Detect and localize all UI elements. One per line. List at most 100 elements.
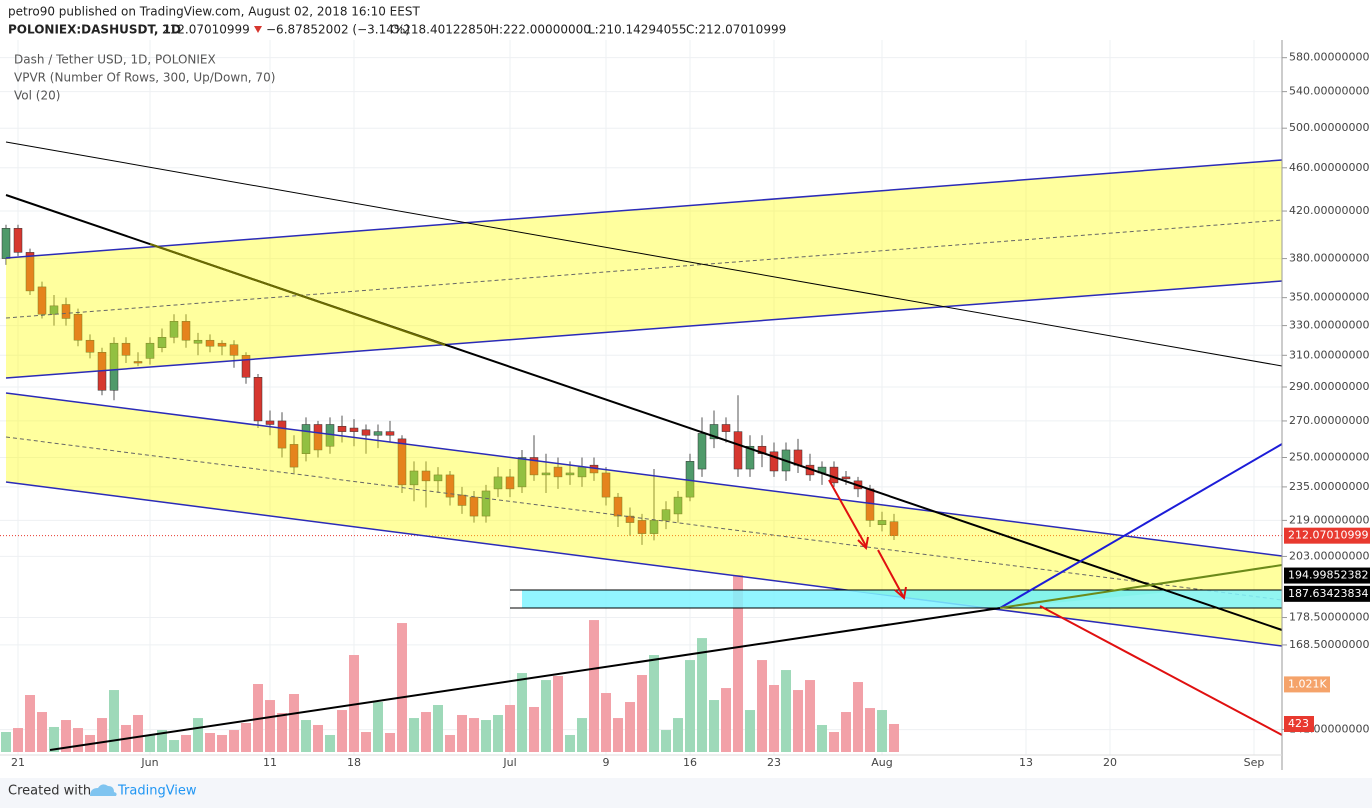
channel-mid [5, 219, 1283, 319]
candle-body [733, 431, 743, 470]
volume-bar [337, 710, 347, 752]
volume-bar [133, 714, 143, 752]
volume-bar [373, 702, 383, 752]
y-tick-label: 310.00000000 [1289, 348, 1369, 361]
open: O:218.40122850 [390, 23, 491, 37]
volume-bar [817, 724, 827, 752]
candle-body [409, 470, 419, 486]
volume-bar [709, 700, 719, 752]
volume-bar [541, 680, 551, 752]
trend-line [999, 564, 1283, 609]
x-tick-label: 13 [1019, 756, 1033, 769]
change: −6.87852002 (−3.14%) [266, 23, 410, 37]
volume-bar [61, 720, 71, 752]
candle-body [289, 444, 299, 468]
volume-bar [145, 734, 155, 752]
candle-body [745, 445, 755, 470]
y-tick-label: 235.00000000 [1289, 480, 1369, 493]
candle-body [517, 457, 527, 488]
price-label: 212.07010999 [1288, 529, 1368, 542]
x-tick-label: 9 [603, 756, 610, 769]
candle-body [85, 339, 95, 353]
candle-body [241, 355, 251, 378]
volume-bar [745, 710, 755, 752]
volume-bar [613, 718, 623, 752]
footer-brand[interactable]: TradingView [117, 784, 197, 799]
y-tick-label: 420.00000000 [1289, 204, 1369, 217]
candle-body [505, 476, 515, 490]
candle-body [601, 472, 611, 498]
candle-body [433, 474, 443, 482]
volume-bar [637, 675, 647, 752]
volume-bar [721, 688, 731, 752]
volume-bar [445, 734, 455, 752]
high: H:222.00000000 [490, 23, 591, 37]
candle-body [1, 228, 11, 259]
volume-bar [181, 734, 191, 752]
volume-bar [877, 710, 887, 752]
volume-bar [97, 718, 107, 752]
footer-text: Created with [8, 784, 91, 799]
candle-body [205, 339, 215, 347]
candle-body [841, 476, 851, 480]
volume-bar [589, 620, 599, 752]
volume-bar [421, 712, 431, 752]
x-tick-label: 21 [11, 756, 25, 769]
volume-bar [157, 730, 167, 752]
footer [0, 778, 1372, 808]
candle-body [709, 424, 719, 440]
candle-body [565, 472, 575, 476]
legend-item: Vol (20) [14, 89, 60, 103]
price-label-bg [1284, 585, 1370, 602]
candle-body [397, 438, 407, 486]
price-label: 194.99852382 [1288, 569, 1368, 582]
volume-bar [865, 708, 875, 752]
volume-bar [781, 670, 791, 752]
y-tick-label: 203.00000000 [1289, 549, 1369, 562]
candle-body [529, 457, 539, 476]
x-tick-label: Sep [1244, 756, 1265, 769]
y-tick-label: 290.00000000 [1289, 380, 1369, 393]
x-tick-label: Aug [871, 756, 892, 769]
volume-label-bg [1284, 676, 1330, 693]
down-arrow [254, 26, 262, 33]
volume-bar [457, 714, 467, 752]
volume-bar [193, 718, 203, 752]
volume-bar [241, 723, 251, 752]
volume-bar [529, 706, 539, 752]
candle-body [613, 496, 623, 517]
volume-bar [49, 726, 59, 752]
volume-bar [517, 673, 527, 752]
x-tick-label: 20 [1103, 756, 1117, 769]
y-tick-label: 540.00000000 [1289, 85, 1369, 98]
candle-body [553, 466, 563, 478]
candle-body [673, 496, 683, 515]
channel-line [5, 159, 1283, 259]
volume-bar [217, 734, 227, 752]
channel-line [5, 481, 1283, 647]
volume-bar [649, 655, 659, 752]
volume-label: 423 [1288, 717, 1309, 730]
volume-bar [1, 732, 11, 752]
candle-body [769, 451, 779, 472]
x-tick-label: 11 [263, 756, 277, 769]
price-label-bg [1284, 527, 1370, 544]
candle-body [193, 339, 203, 344]
y-tick-label: 460.00000000 [1289, 161, 1369, 174]
volume-bar [493, 714, 503, 752]
volume-bar [13, 728, 23, 752]
y-tick-label: 250.00000000 [1289, 450, 1369, 463]
candle-body [301, 424, 311, 454]
volume-bar [37, 712, 47, 752]
candle-body [13, 228, 23, 253]
logo[interactable] [90, 784, 117, 796]
volume-bar [697, 638, 707, 752]
volume-bar [409, 718, 419, 752]
volume-bar [601, 693, 611, 752]
candle-body [661, 509, 671, 521]
volume-bar [109, 690, 119, 752]
trend-line [999, 443, 1283, 609]
byline: petro90 published on TradingView.com, Au… [8, 5, 420, 19]
arrow-head [857, 536, 869, 551]
volume-bar [229, 730, 239, 752]
